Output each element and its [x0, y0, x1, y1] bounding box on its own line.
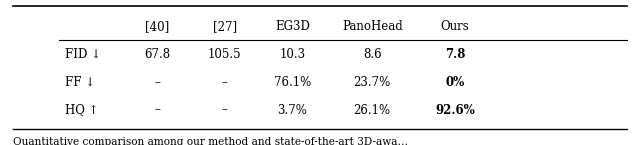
Text: –: –	[222, 76, 228, 89]
Text: 3.7%: 3.7%	[277, 104, 307, 117]
Text: [27]: [27]	[212, 20, 237, 33]
Text: 76.1%: 76.1%	[274, 76, 311, 89]
Text: EG3D: EG3D	[275, 20, 310, 33]
Text: 0%: 0%	[445, 76, 465, 89]
Text: 67.8: 67.8	[144, 48, 170, 61]
Text: Ours: Ours	[441, 20, 470, 33]
Text: [40]: [40]	[145, 20, 170, 33]
Text: 23.7%: 23.7%	[353, 76, 391, 89]
Text: –: –	[222, 104, 228, 117]
Text: 8.6: 8.6	[363, 48, 381, 61]
Text: FF ↓: FF ↓	[65, 76, 95, 89]
Text: 26.1%: 26.1%	[354, 104, 391, 117]
Text: HQ ↑: HQ ↑	[65, 104, 99, 117]
Text: Quantitative comparison among our method and state-of-the-art 3D-awa…: Quantitative comparison among our method…	[13, 137, 408, 145]
Text: 10.3: 10.3	[279, 48, 305, 61]
Text: 105.5: 105.5	[208, 48, 241, 61]
Text: 92.6%: 92.6%	[435, 104, 475, 117]
Text: –: –	[154, 104, 160, 117]
Text: PanoHead: PanoHead	[342, 20, 403, 33]
Text: –: –	[154, 76, 160, 89]
Text: FID ↓: FID ↓	[65, 48, 101, 61]
Text: 7.8: 7.8	[445, 48, 465, 61]
